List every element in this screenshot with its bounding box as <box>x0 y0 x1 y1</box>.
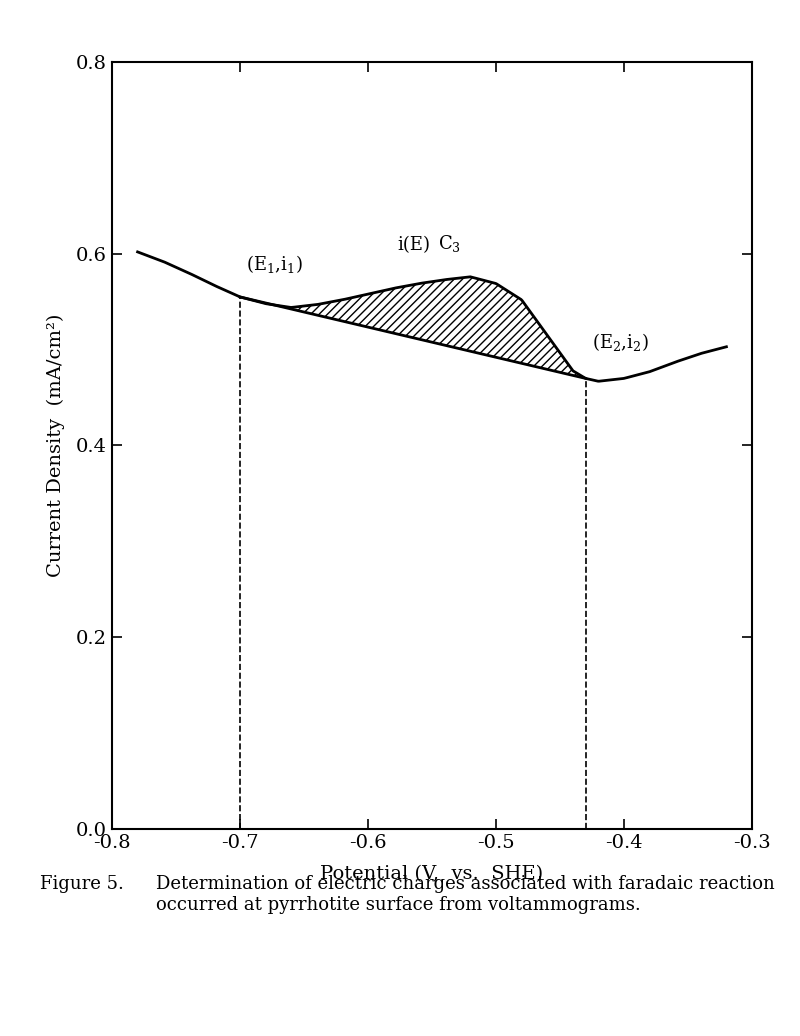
Text: C$_3$: C$_3$ <box>438 233 462 254</box>
Text: (E$_2$,i$_2$): (E$_2$,i$_2$) <box>592 330 649 353</box>
Y-axis label: Current Density  (mA/cm²): Current Density (mA/cm²) <box>46 314 65 577</box>
Text: (E$_1$,i$_1$): (E$_1$,i$_1$) <box>246 253 303 275</box>
X-axis label: Potential (V,  vs.  SHE): Potential (V, vs. SHE) <box>321 865 543 884</box>
Text: Determination of electric charges associated with faradaic reaction
occurred at : Determination of electric charges associ… <box>156 875 774 914</box>
Text: Figure 5.: Figure 5. <box>40 875 124 893</box>
Text: i(E): i(E) <box>398 236 430 254</box>
